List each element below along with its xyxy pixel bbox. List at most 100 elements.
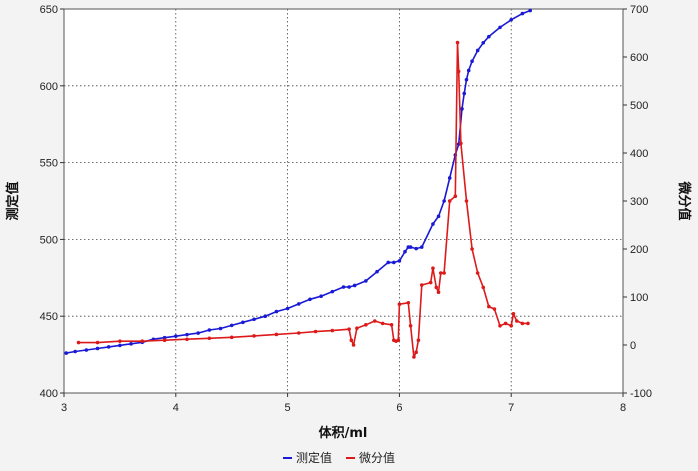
series-1-point (392, 260, 396, 265)
series-1-point (285, 306, 290, 311)
x-tick-label: 4 (173, 402, 179, 414)
series-1-point (498, 25, 502, 30)
series-1-point (466, 68, 471, 73)
series-2-point (313, 329, 318, 334)
x-tick-label: 3 (61, 402, 67, 414)
series-2-point (414, 350, 418, 355)
series-1-point (403, 249, 407, 254)
x-axis-title: 体积/ml (319, 425, 368, 441)
left-tick-label: 550 (40, 158, 58, 170)
series-1-point (462, 91, 467, 96)
right-tick-label: 300 (630, 196, 648, 208)
series-2-point (470, 247, 474, 251)
series-2-point (412, 355, 416, 359)
series-2-point (419, 283, 424, 287)
series-2-point (349, 338, 354, 343)
series-1-point (364, 279, 368, 283)
right-tick-label: 200 (630, 244, 648, 256)
x-tick-label: 7 (508, 402, 514, 414)
series-1-point (308, 297, 312, 302)
series-1-point (397, 259, 402, 263)
left-tick-label: 650 (40, 4, 58, 16)
right-tick-label: 0 (630, 340, 636, 352)
series-1-point (386, 260, 391, 265)
series-1-point (475, 48, 480, 53)
series-2-point (355, 326, 359, 331)
series-1-point (447, 176, 452, 180)
series-2-point (118, 339, 122, 343)
x-tick-label: 6 (396, 402, 402, 414)
series-1-point (185, 332, 189, 337)
series-1-point (352, 283, 357, 288)
series-1-point (207, 328, 212, 332)
series-1-point (419, 245, 424, 249)
series-2-point (373, 319, 377, 323)
series-2-point (481, 285, 486, 290)
series-2-point (207, 336, 212, 341)
series-2-point (498, 324, 502, 328)
series-1-point (341, 285, 346, 289)
series-2-point (520, 321, 525, 326)
series-2-point (456, 69, 461, 74)
series-2-point (416, 338, 421, 343)
series-2-point (455, 40, 460, 45)
series-1-point (442, 199, 446, 203)
left-tick-label: 500 (40, 234, 58, 246)
series-2 (76, 40, 530, 359)
series-1-point (174, 334, 178, 338)
x-tick-label: 5 (285, 402, 291, 414)
series-1-point (431, 222, 435, 226)
right-axis-title: 微分值 (676, 180, 692, 220)
series-1-line (66, 9, 531, 354)
series-2-point (487, 304, 491, 309)
series-2-point (76, 340, 81, 345)
series-2-point (389, 323, 394, 327)
series-2-point (459, 141, 463, 146)
series-2-point (431, 266, 435, 271)
series-2-point (408, 324, 413, 328)
series-1-point (106, 345, 111, 349)
series-1-point (375, 269, 379, 274)
series-2-point (428, 280, 433, 285)
left-tick-label: 600 (40, 81, 58, 93)
series-1-point (528, 8, 533, 13)
series-1-point (414, 246, 418, 251)
series-2-point (438, 271, 443, 275)
right-tick-label: 400 (630, 148, 648, 160)
right-tick-label: -100 (630, 388, 652, 400)
series-2-point (453, 194, 458, 198)
series-2-point (351, 343, 356, 347)
series-2-point (526, 321, 530, 326)
left-tick-label: 450 (40, 311, 58, 323)
series-layer (64, 8, 533, 359)
series-1-point (263, 314, 268, 319)
series-1-point (241, 320, 245, 325)
series-2-point (464, 199, 469, 203)
series-2-point (274, 332, 279, 337)
series-1-point (470, 59, 474, 64)
series-2-point (434, 285, 439, 290)
series-1-point (95, 346, 100, 351)
right-tick-label: 100 (630, 292, 648, 304)
series-2-point (296, 331, 301, 335)
series-2-point (514, 319, 519, 323)
series-1-point (196, 331, 200, 335)
x-axis-ticks: 3 4 5 6 7 8 (61, 393, 626, 414)
series-1-point (319, 294, 323, 299)
series-2-point (140, 339, 145, 343)
series-1-point (118, 343, 122, 348)
series-1-point (84, 348, 89, 352)
series-2-point (330, 328, 335, 333)
series-1-point (274, 309, 279, 314)
legend-label-series-2: 微分值 (359, 450, 395, 465)
series-1-point (487, 34, 491, 39)
series-2-point (406, 300, 411, 305)
left-axis-title: 测定值 (5, 181, 21, 220)
series-1-point (229, 323, 234, 328)
series-2-point (509, 324, 513, 328)
series-2-point (252, 334, 256, 338)
series-1-point (330, 289, 335, 294)
series-2-point (436, 290, 441, 295)
series-1-point (252, 317, 256, 322)
